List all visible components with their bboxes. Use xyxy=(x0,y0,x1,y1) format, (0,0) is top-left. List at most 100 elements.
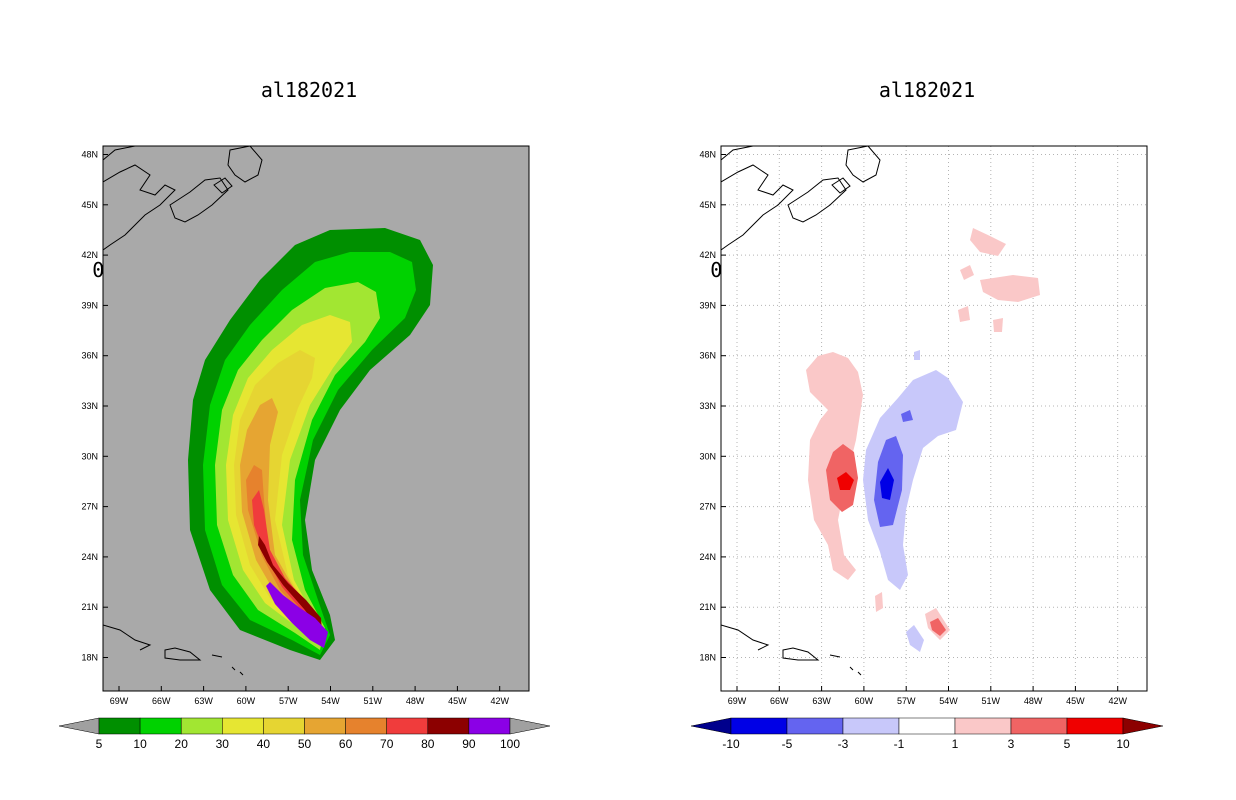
colorbar-segment xyxy=(786,717,844,735)
map-frame xyxy=(102,145,530,692)
north-america-coast xyxy=(721,146,794,251)
colorbar-label: 3 xyxy=(1008,737,1015,751)
lat-tick-label: 27N xyxy=(81,502,98,512)
negative-1-main xyxy=(863,370,963,590)
lon-tick-label: 66W xyxy=(770,696,789,706)
contour-80 xyxy=(258,536,322,632)
colorbar-label: -5 xyxy=(782,737,793,751)
lon-tick-label: 57W xyxy=(897,696,916,706)
positive-3-southeast xyxy=(930,618,946,636)
colorbar-label: 100 xyxy=(500,737,520,751)
positive-5-main xyxy=(837,472,854,490)
caribbean-islands xyxy=(721,624,862,676)
colorbar-segment xyxy=(386,717,429,735)
lat-tick-label: 24N xyxy=(699,552,716,562)
lon-tick-label: 45W xyxy=(448,696,467,706)
lon-tick-label: 63W xyxy=(194,696,213,706)
colorbar-segment xyxy=(468,717,511,735)
colorbar-segment xyxy=(263,717,305,735)
lat-tick-label: 27N xyxy=(699,502,716,512)
colorbar-label: -3 xyxy=(838,737,849,751)
colorbar-label: 10 xyxy=(133,737,147,751)
lon-tick-label: 51W xyxy=(982,696,1001,706)
negative-1-north xyxy=(914,350,920,360)
lat-tick-label: 33N xyxy=(81,401,98,411)
lon-tick-label: 60W xyxy=(237,696,256,706)
lat-tick-label: 42N xyxy=(699,250,716,260)
difference-map: 69W 66W 63W 60W 57W 54W 51W 48W 45W 42W 48N 45N 42N 3… xyxy=(690,145,1164,751)
colorbar-segment xyxy=(842,717,900,735)
lon-tick-label: 54W xyxy=(321,696,340,706)
colorbar-segment xyxy=(427,717,470,735)
lat-tick-label: 39N xyxy=(699,300,716,310)
lon-tick-label: 45W xyxy=(1066,696,1085,706)
lon-tick-label: 42W xyxy=(1108,696,1127,706)
colorbar-segment xyxy=(180,717,223,735)
colorbar-segment xyxy=(1066,717,1124,735)
colorbar-label: 5 xyxy=(96,737,103,751)
lat-tick-label: 30N xyxy=(699,451,716,461)
colorbar-segment xyxy=(222,717,264,735)
lat-tick-label: 48N xyxy=(699,150,716,160)
lat-tick-label: 39N xyxy=(81,300,98,310)
positive-1-north-b xyxy=(980,275,1040,302)
colorbar-label: 70 xyxy=(380,737,394,751)
positive-1-south xyxy=(875,592,883,612)
colorbar-label: 1 xyxy=(952,737,959,751)
lat-tick-label: 21N xyxy=(699,602,716,612)
colorbar-segment xyxy=(954,717,1012,735)
lat-tick-label: 30N xyxy=(81,451,98,461)
lon-tick-label: 63W xyxy=(812,696,831,706)
lat-tick-label: 18N xyxy=(699,653,716,663)
storm-id: al182021 xyxy=(260,78,358,102)
probability-contours xyxy=(188,228,433,660)
colorbar-segment xyxy=(730,717,788,735)
lon-tick-label: 51W xyxy=(364,696,383,706)
lon-tick-label: 48W xyxy=(1024,696,1043,706)
probability-map: 69W 66W 63W 60W 57W 54W 51W 48W 45W 42W 48N 45N 42N 3… xyxy=(58,145,551,751)
lat-tick-label: 45N xyxy=(699,200,716,210)
cape-breton-coast xyxy=(831,177,851,194)
map-axes: 69W 66W 63W 60W 57W 54W 51W 48W 45W 42W 48N 45N 42N 3… xyxy=(81,150,509,707)
positive-1-north-d xyxy=(958,306,970,322)
positive-1-north-c xyxy=(960,265,974,280)
north-america-coast xyxy=(103,146,176,251)
colorbar-segment xyxy=(898,717,956,735)
positive-1-north-e xyxy=(993,318,1003,332)
colorbar: 5 10 20 30 40 50 60 70 80 90 100 xyxy=(58,717,551,751)
colorbar-label: 30 xyxy=(216,737,230,751)
contour-90 xyxy=(266,582,328,648)
lat-tick-label: 24N xyxy=(81,552,98,562)
colorbar-left-triangle xyxy=(690,717,732,735)
lon-tick-label: 42W xyxy=(490,696,509,706)
colorbar-label: 5 xyxy=(1064,737,1071,751)
lat-tick-label: 42N xyxy=(81,250,98,260)
colorbar: -10 -5 -3 -1 1 3 5 10 xyxy=(690,717,1164,751)
caribbean-islands xyxy=(103,624,244,676)
lon-tick-label: 66W xyxy=(152,696,171,706)
colorbar-left-triangle xyxy=(58,717,100,735)
colorbar-label: 10 xyxy=(1116,737,1130,751)
lat-tick-label: 18N xyxy=(81,653,98,663)
map-axes: 69W 66W 63W 60W 57W 54W 51W 48W 45W 42W 48N 45N 42N 3… xyxy=(699,150,1127,707)
positive-1-north-a xyxy=(970,228,1006,256)
newfoundland-coast xyxy=(227,146,263,183)
colorbar-segment xyxy=(304,717,346,735)
colorbar-label: 50 xyxy=(298,737,312,751)
colorbar-label: 20 xyxy=(175,737,189,751)
negative-5-main xyxy=(880,468,894,500)
lon-tick-label: 69W xyxy=(728,696,747,706)
colorbar-right-triangle xyxy=(509,717,551,735)
lat-tick-label: 45N xyxy=(81,200,98,210)
lon-tick-label: 57W xyxy=(279,696,298,706)
colorbar-right-triangle xyxy=(1122,717,1164,735)
colorbar-label: 40 xyxy=(257,737,271,751)
negative-3-north xyxy=(901,410,913,422)
cape-breton-coast xyxy=(213,177,233,194)
lat-tick-label: 36N xyxy=(81,351,98,361)
lon-tick-label: 54W xyxy=(939,696,958,706)
lat-tick-label: 36N xyxy=(699,351,716,361)
colorbar-segment xyxy=(345,717,387,735)
difference-contours xyxy=(806,228,1040,652)
colorbar-segment xyxy=(139,717,182,735)
